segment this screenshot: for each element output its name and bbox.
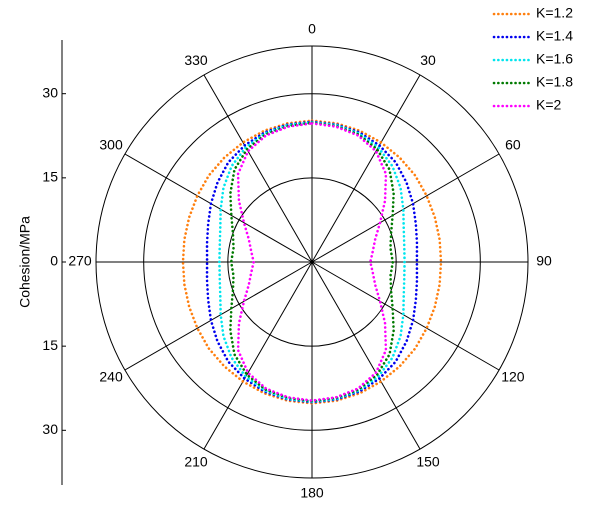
y-axis-label: Cohesion/MPa <box>17 216 33 308</box>
theta-tick-label: 120 <box>501 369 525 385</box>
grid-spoke <box>311 261 500 371</box>
grid-spoke <box>311 261 421 450</box>
grid-spoke <box>124 261 313 371</box>
theta-tick-label: 0 <box>308 21 316 37</box>
grid-spoke <box>311 74 421 263</box>
theta-tick-label: 90 <box>536 253 552 269</box>
theta-tick-label: 210 <box>184 454 208 470</box>
grid-spoke <box>203 74 313 263</box>
data-line <box>229 121 395 403</box>
theta-tick-label: 240 <box>99 369 123 385</box>
theta-tick-label: 30 <box>420 52 436 68</box>
y-tick-label: 0 <box>50 253 58 269</box>
legend-label: K=1.8 <box>536 74 573 90</box>
grid-spoke <box>311 153 500 263</box>
legend-label: K=1.6 <box>536 51 573 67</box>
theta-tick-label: 180 <box>300 485 324 501</box>
theta-tick-label: 270 <box>68 253 92 269</box>
legend-label: K=1.4 <box>536 28 573 44</box>
theta-tick-label: 60 <box>505 137 521 153</box>
data-line <box>236 122 388 402</box>
y-tick-label: 15 <box>42 337 58 353</box>
legend-label: K=2 <box>536 97 562 113</box>
y-tick-label: 15 <box>42 169 58 185</box>
y-tick-label: 30 <box>42 84 58 100</box>
y-tick-label: 30 <box>42 421 58 437</box>
theta-tick-label: 330 <box>184 52 208 68</box>
grid-spoke <box>124 153 313 263</box>
grid-spoke <box>203 261 313 450</box>
theta-tick-label: 150 <box>416 454 440 470</box>
legend-label: K=1.2 <box>536 5 573 21</box>
theta-tick-label: 300 <box>99 137 123 153</box>
